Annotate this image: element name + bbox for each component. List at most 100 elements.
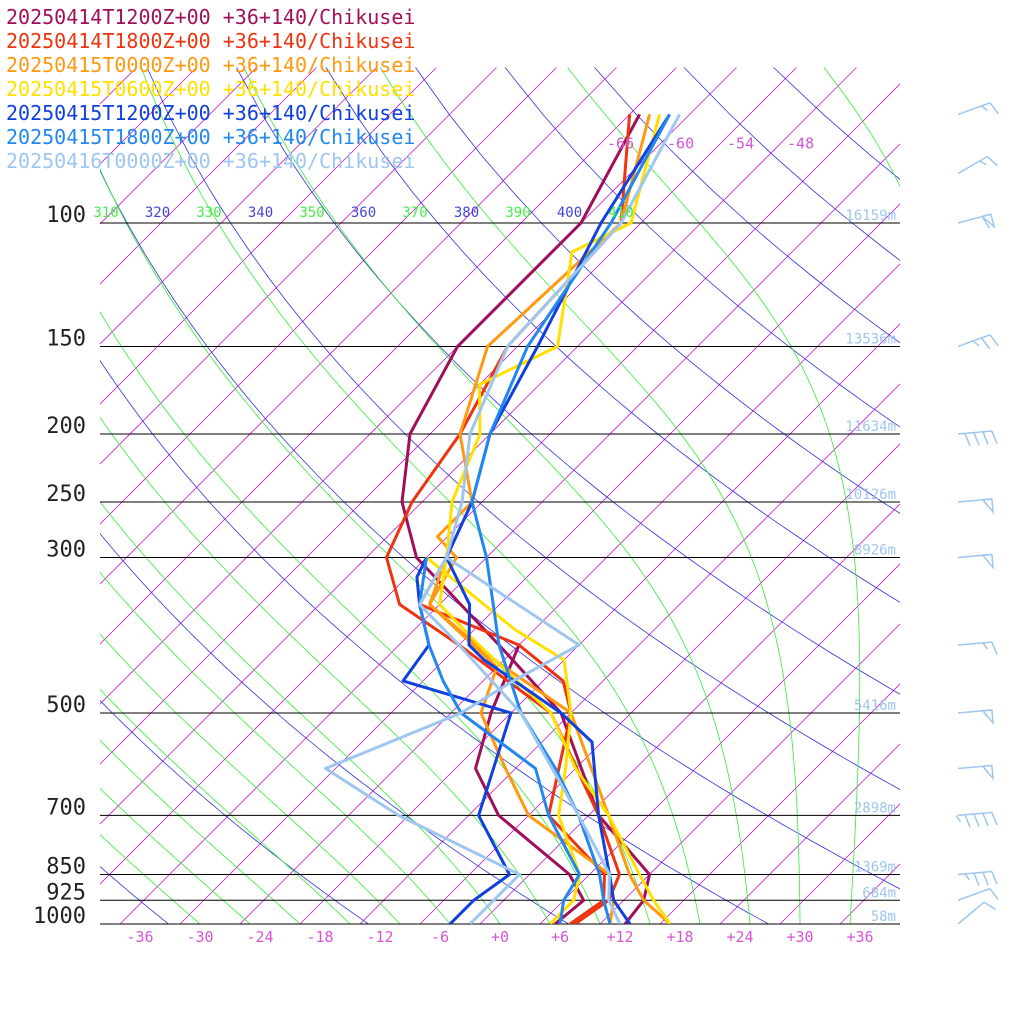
isotherm-line bbox=[100, 67, 377, 345]
legend-entry: 20250415T0600Z+00 +36+140/Chikusei bbox=[6, 77, 415, 101]
pressure-label-300: 300 bbox=[46, 537, 86, 562]
isotherm-line bbox=[179, 203, 900, 924]
moist-adiabat-line bbox=[100, 311, 601, 924]
theta-label: 330 bbox=[196, 205, 221, 221]
pressure-label-700: 700 bbox=[46, 795, 86, 820]
x-tick-label: +18 bbox=[666, 928, 693, 946]
dry-adiabat-line bbox=[146, 67, 900, 791]
wind-barbs bbox=[955, 102, 999, 925]
isotherm-line bbox=[239, 263, 900, 924]
isotherm-line bbox=[100, 67, 437, 405]
legend-entry: 20250415T0000Z+00 +36+140/Chikusei bbox=[6, 53, 415, 77]
wind-barb bbox=[957, 430, 998, 447]
x-tick-label: -6 bbox=[431, 928, 449, 946]
moist-adiabat-line bbox=[100, 834, 201, 924]
series-3-dewpoint-line bbox=[425, 556, 581, 924]
wind-barb bbox=[957, 498, 994, 515]
series-6-temperature-line bbox=[418, 113, 681, 924]
height-label: 684m bbox=[862, 885, 896, 901]
isotherm-line bbox=[119, 143, 900, 924]
dry-adiabat-line bbox=[773, 67, 900, 180]
theta-label: 370 bbox=[402, 205, 427, 221]
isotherm-line bbox=[100, 83, 900, 885]
theta-label: 380 bbox=[454, 205, 479, 221]
legend-entry: 20250414T1800Z+00 +36+140/Chikusei bbox=[6, 29, 415, 53]
dry-adiabat-line bbox=[415, 67, 900, 514]
wind-barb bbox=[957, 213, 996, 229]
wind-barb bbox=[955, 811, 998, 828]
upper-temp-label: -48 bbox=[787, 134, 814, 152]
theta-label: 410 bbox=[608, 205, 633, 221]
series-5-dewpoint-line bbox=[418, 557, 581, 924]
x-tick-label: +0 bbox=[491, 928, 509, 946]
isotherm-line bbox=[100, 67, 557, 525]
theta-label: 310 bbox=[93, 205, 118, 221]
theta-label: 350 bbox=[299, 205, 324, 221]
isotherm-line bbox=[100, 67, 257, 225]
height-label: 13536m bbox=[845, 331, 896, 347]
moist-adiabat-line bbox=[100, 688, 351, 924]
moist-adiabat-line bbox=[243, 67, 751, 924]
dry-adiabat-line bbox=[594, 67, 900, 344]
height-label: 16159m bbox=[845, 208, 896, 224]
profile-series bbox=[324, 113, 681, 924]
moist-adiabat-line bbox=[379, 67, 801, 924]
series-4-temperature-line bbox=[445, 113, 671, 924]
moist-adiabat-line bbox=[567, 67, 861, 924]
height-label: 8926m bbox=[854, 542, 896, 558]
dry-adiabat-line bbox=[100, 533, 569, 924]
wind-barb bbox=[957, 709, 994, 726]
x-tick-label: -36 bbox=[126, 928, 153, 946]
pressure-label-150: 150 bbox=[46, 326, 86, 351]
dry-adiabat-line bbox=[100, 359, 769, 924]
wind-barb bbox=[957, 641, 998, 655]
series-0-dewpoint-line bbox=[474, 644, 586, 924]
height-label: 58m bbox=[871, 909, 896, 925]
series-0-temperature-line bbox=[400, 113, 651, 924]
isotherm-line bbox=[659, 683, 900, 924]
wind-barb bbox=[957, 102, 999, 116]
height-label: 10126m bbox=[845, 487, 896, 503]
x-tick-label: -30 bbox=[186, 928, 213, 946]
x-tick-label: -12 bbox=[366, 928, 393, 946]
pressure-label-925: 925 bbox=[46, 880, 86, 905]
pressure-label-100: 100 bbox=[46, 203, 86, 228]
x-tick-label: +12 bbox=[606, 928, 633, 946]
legend-entry: 20250414T1200Z+00 +36+140/Chikusei bbox=[6, 5, 415, 29]
x-tick-label: +30 bbox=[786, 928, 813, 946]
isobar-lines bbox=[100, 222, 900, 925]
x-tick-label: +24 bbox=[726, 928, 753, 946]
dry-adiabat-line bbox=[100, 169, 900, 890]
theta-label: 340 bbox=[248, 205, 273, 221]
theta-label: 360 bbox=[351, 205, 376, 221]
height-label: 5416m bbox=[854, 698, 896, 714]
isotherm-line bbox=[539, 563, 900, 924]
dry-adiabat-line bbox=[100, 699, 369, 924]
upper-temp-label: -54 bbox=[727, 134, 754, 152]
legend-entry: 20250415T1800Z+00 +36+140/Chikusei bbox=[6, 125, 415, 149]
moist-adiabat-line bbox=[100, 572, 451, 924]
theta-label: 390 bbox=[505, 205, 530, 221]
pressure-label-200: 200 bbox=[46, 414, 86, 439]
legend-entry: 20250416T0000Z+00 +36+140/Chikusei bbox=[6, 149, 415, 173]
wind-barb bbox=[957, 155, 998, 175]
moist-adiabat-line bbox=[100, 739, 301, 924]
height-label: 2898m bbox=[854, 800, 896, 816]
isotherm-line bbox=[100, 67, 857, 825]
wind-barb bbox=[957, 764, 994, 781]
x-tick-label: -24 bbox=[246, 928, 273, 946]
series-3-temperature-line bbox=[438, 114, 672, 924]
isotherm-line bbox=[100, 67, 317, 285]
upper-temp-label: -60 bbox=[667, 134, 694, 152]
isotherm-line bbox=[100, 67, 497, 465]
theta-label: 320 bbox=[145, 205, 170, 221]
wind-barb bbox=[957, 553, 994, 570]
dry-adiabat-line bbox=[504, 67, 900, 428]
moist-adiabat-line bbox=[100, 787, 251, 924]
isotherm-line bbox=[359, 383, 900, 924]
isotherm-line bbox=[299, 323, 900, 924]
moist-adiabat-line bbox=[100, 633, 401, 924]
isotherm-line bbox=[100, 67, 617, 585]
